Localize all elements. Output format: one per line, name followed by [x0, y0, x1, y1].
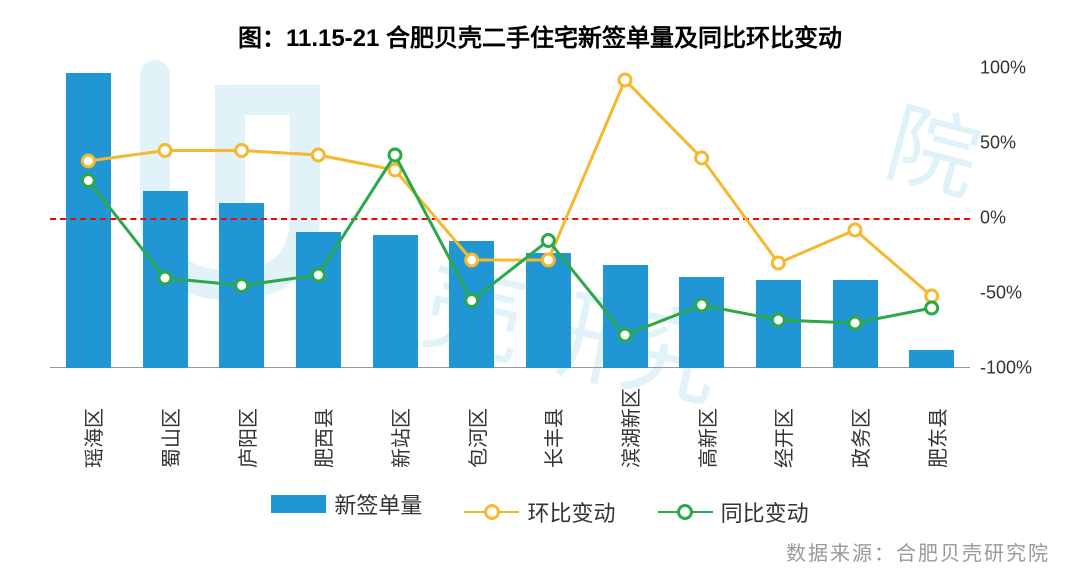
x-axis-label: 新站区 — [385, 408, 414, 468]
legend-swatch-tongbi — [658, 511, 713, 513]
legend-label-tongbi: 同比变动 — [721, 496, 809, 528]
x-axis-label: 蜀山区 — [155, 408, 184, 468]
plot-region: 100%50%0%-50%-100% — [50, 68, 970, 368]
x-axis-label: 肥西县 — [308, 408, 337, 468]
legend-swatch-bar — [271, 495, 326, 513]
legend-label-huanbi: 环比变动 — [527, 496, 615, 528]
x-axis-label: 瑶海区 — [78, 408, 107, 468]
line-marker — [82, 155, 94, 167]
line-marker — [542, 235, 554, 247]
line-marker — [466, 295, 478, 307]
line-marker — [312, 269, 324, 281]
line-marker — [849, 317, 861, 329]
chart-area: 100%50%0%-50%-100% 瑶海区蜀山区庐阳区肥西县新站区包河区长丰县… — [50, 68, 1050, 448]
chart-container: 院 壳研究 图：11.15-21 合肥贝壳二手住宅新签单量及同比环比变动 100… — [0, 0, 1080, 578]
line-path — [88, 80, 931, 296]
y-axis-label: -50% — [980, 283, 1022, 304]
x-axis-label: 包河区 — [462, 408, 491, 468]
legend: 新签单量 环比变动 同比变动 — [0, 488, 1080, 528]
line-marker — [236, 145, 248, 157]
line-marker — [696, 299, 708, 311]
line-marker — [159, 145, 171, 157]
x-axis-label: 庐阳区 — [232, 408, 261, 468]
y-axis-right: 100%50%0%-50%-100% — [980, 68, 1040, 368]
line-marker — [236, 280, 248, 292]
line-marker — [159, 272, 171, 284]
x-axis-label: 经开区 — [768, 408, 797, 468]
data-source: 数据来源：合肥贝壳研究院 — [786, 537, 1050, 566]
line-marker — [926, 290, 938, 302]
y-axis-label: 50% — [980, 133, 1016, 154]
lines-svg — [50, 68, 970, 368]
chart-title: 图：11.15-21 合肥贝壳二手住宅新签单量及同比环比变动 — [20, 18, 1060, 53]
x-axis-label: 长丰县 — [538, 408, 567, 468]
line-marker — [772, 314, 784, 326]
legend-swatch-huanbi — [464, 511, 519, 513]
legend-item-bar: 新签单量 — [271, 488, 422, 520]
line-marker — [619, 74, 631, 86]
legend-label-bar: 新签单量 — [334, 488, 422, 520]
x-axis-label: 高新区 — [692, 408, 721, 468]
line-marker — [696, 152, 708, 164]
line-marker — [82, 175, 94, 187]
x-axis-label: 滨湖新区 — [615, 388, 644, 468]
y-axis-label: 0% — [980, 208, 1006, 229]
y-axis-label: -100% — [980, 358, 1032, 379]
legend-item-tongbi: 同比变动 — [658, 496, 809, 528]
line-marker — [389, 149, 401, 161]
line-marker — [312, 149, 324, 161]
line-marker — [772, 257, 784, 269]
line-marker — [542, 254, 554, 266]
y-axis-label: 100% — [980, 58, 1026, 79]
legend-item-huanbi: 环比变动 — [464, 496, 615, 528]
line-marker — [849, 224, 861, 236]
line-marker — [466, 254, 478, 266]
x-axis-label: 政务区 — [845, 408, 874, 468]
line-marker — [619, 329, 631, 341]
x-axis-label: 肥东县 — [922, 408, 951, 468]
line-path — [88, 155, 931, 335]
line-marker — [926, 302, 938, 314]
